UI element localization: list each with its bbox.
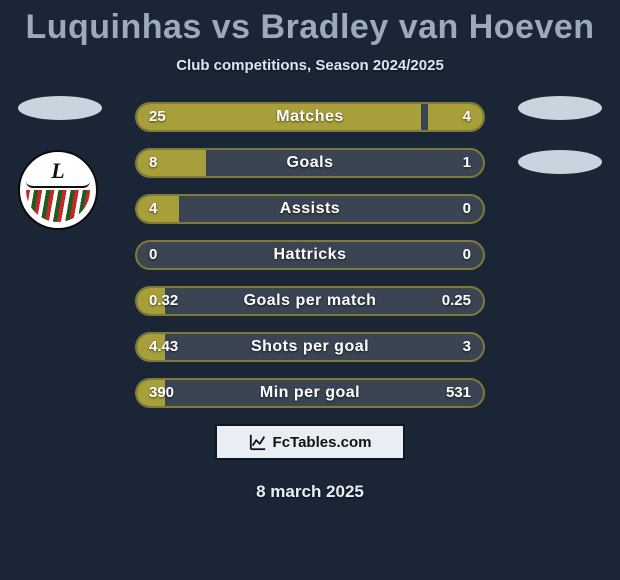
stat-row: 81Goals — [135, 148, 485, 178]
stat-row: 40Assists — [135, 194, 485, 224]
stat-label: Min per goal — [137, 380, 483, 406]
player-left-shield-icon — [18, 96, 102, 120]
club-badge-left: L — [18, 150, 98, 230]
stat-row: 0.320.25Goals per match — [135, 286, 485, 316]
watermark-text: FcTables.com — [273, 434, 372, 451]
stat-row: 254Matches — [135, 102, 485, 132]
date-label: 8 march 2025 — [0, 482, 620, 502]
stat-row: 00Hattricks — [135, 240, 485, 270]
stat-row: 4.433Shots per goal — [135, 332, 485, 362]
player-right-column — [518, 96, 602, 204]
stat-bars: 254Matches 81Goals 40Assists 00Hattricks 0.3… — [135, 102, 485, 408]
stat-label: Goals per match — [137, 288, 483, 314]
subtitle: Club competitions, Season 2024/2025 — [0, 57, 620, 74]
watermark: FcTables.com — [215, 424, 405, 460]
player-right-shield-icon — [518, 96, 602, 120]
club-badge-letter: L — [20, 158, 96, 184]
stat-label: Matches — [137, 104, 483, 130]
comparison-area: L 254Matches 81Goals 40Assists 00Hattricks 0… — [0, 102, 620, 408]
stat-label: Hattricks — [137, 242, 483, 268]
player-right-club-icon — [518, 150, 602, 174]
chart-icon — [249, 433, 267, 451]
page-title: Luquinhas vs Bradley van Hoeven — [0, 0, 620, 47]
stat-label: Shots per goal — [137, 334, 483, 360]
stat-row: 390531Min per goal — [135, 378, 485, 408]
stat-label: Goals — [137, 150, 483, 176]
stat-label: Assists — [137, 196, 483, 222]
player-left-column: L — [18, 96, 102, 230]
